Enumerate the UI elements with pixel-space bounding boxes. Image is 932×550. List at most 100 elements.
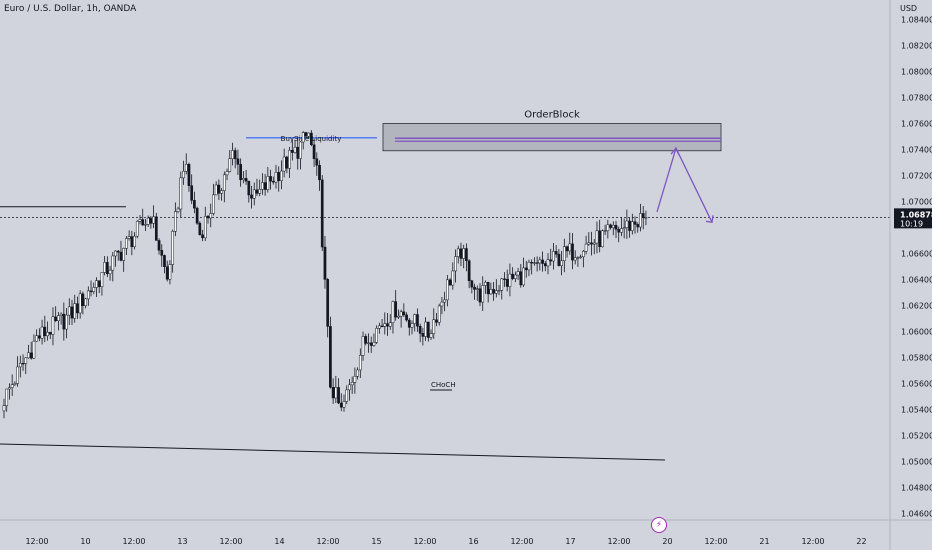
candle-body xyxy=(165,266,169,280)
candle-body xyxy=(182,170,185,179)
candle-body xyxy=(40,326,44,339)
candle-body xyxy=(380,325,384,327)
candle-body xyxy=(598,230,602,248)
candle-body xyxy=(32,340,36,359)
candle-body xyxy=(168,264,172,280)
candle-body xyxy=(138,219,142,222)
candle-body xyxy=(603,230,607,232)
time-tick-label: 12:00 xyxy=(607,537,630,546)
time-tick-label: 12:00 xyxy=(801,537,824,546)
candle-body xyxy=(130,236,134,247)
candle-body xyxy=(587,242,591,245)
candle-body xyxy=(119,251,123,261)
candle-body xyxy=(29,352,33,359)
candle-body xyxy=(375,328,378,343)
time-tick-label: 12:00 xyxy=(316,537,339,546)
candle-body xyxy=(522,267,525,286)
candle-body xyxy=(84,298,87,306)
candle-body xyxy=(473,286,476,290)
candle-body xyxy=(418,325,422,334)
candle-body xyxy=(326,279,330,327)
time-tick-label: 12:00 xyxy=(122,537,145,546)
arrow-head-bottom xyxy=(705,215,714,224)
candle-body xyxy=(508,273,512,287)
candle-body xyxy=(141,219,145,226)
price-tick-label: 1.07400 xyxy=(901,146,932,155)
candle-body xyxy=(24,357,28,364)
zap-icon[interactable]: ⚡ xyxy=(651,517,667,533)
candle-body xyxy=(399,311,403,317)
candle-body xyxy=(258,189,262,194)
candle-body xyxy=(345,389,349,402)
candle-body xyxy=(426,321,430,338)
candle-body xyxy=(500,278,504,291)
projection-arrow xyxy=(656,146,713,223)
arrow-head-top xyxy=(670,146,680,156)
candle-body xyxy=(103,262,106,273)
candle-body xyxy=(10,384,14,388)
candle-body xyxy=(470,280,474,288)
candle-body xyxy=(228,158,232,172)
candle-body xyxy=(331,387,335,399)
candle-body xyxy=(565,246,569,252)
candle-body xyxy=(307,132,310,137)
candle-body xyxy=(301,132,305,143)
candle-body xyxy=(467,260,471,281)
candle-body xyxy=(440,301,444,307)
candle-body xyxy=(348,384,351,391)
candle-body xyxy=(437,305,441,323)
candle-body xyxy=(274,172,278,183)
candle-body xyxy=(116,250,120,253)
candle-body xyxy=(451,270,455,286)
candle-body xyxy=(342,401,346,408)
candle-body xyxy=(46,331,49,337)
candle-body xyxy=(543,263,547,267)
candle-body xyxy=(636,224,640,228)
candle-body xyxy=(592,242,596,245)
price-tick-label: 1.07000 xyxy=(901,198,932,207)
candle-body xyxy=(217,184,221,194)
price-tick-label: 1.05600 xyxy=(901,380,932,389)
candle-body xyxy=(611,225,615,228)
candle-body xyxy=(255,189,259,194)
candle-body xyxy=(405,314,408,321)
candle-body xyxy=(323,246,327,280)
currency-label: USD xyxy=(900,4,918,13)
candle-body xyxy=(481,285,485,303)
candle-body xyxy=(220,190,223,194)
candle-body xyxy=(535,262,539,264)
candle-body xyxy=(358,355,362,371)
candle-body xyxy=(280,170,283,181)
candle-body xyxy=(367,342,370,344)
candle-body xyxy=(579,256,582,258)
candle-body xyxy=(475,288,479,290)
candle-body xyxy=(576,257,580,259)
candle-body xyxy=(133,235,136,247)
candle-body xyxy=(541,259,544,264)
current-price-label: 1.06878 xyxy=(900,210,932,219)
time-tick-label: 12:00 xyxy=(413,537,436,546)
candle-body xyxy=(312,144,316,159)
candle-body xyxy=(187,164,191,186)
candle-body xyxy=(8,387,11,390)
candle-body xyxy=(315,158,319,166)
candle-body xyxy=(282,156,286,172)
candle-body xyxy=(144,224,147,226)
candle-body xyxy=(524,267,528,271)
candle-body xyxy=(108,269,112,275)
candle-body xyxy=(152,216,155,224)
candle-body xyxy=(530,261,534,264)
candle-body xyxy=(549,259,553,262)
candle-body xyxy=(157,240,161,251)
candle-body xyxy=(201,234,204,239)
candle-body xyxy=(51,316,55,335)
candle-body xyxy=(486,282,490,295)
candle-body xyxy=(266,176,270,190)
time-tick-label: 10 xyxy=(80,537,90,546)
candle-body xyxy=(407,319,411,328)
symbol-title[interactable]: Euro / U.S. Dollar, 1h, OANDA xyxy=(4,4,137,14)
candle-body xyxy=(13,383,17,386)
candle-body xyxy=(179,177,183,210)
candle-body xyxy=(628,220,631,231)
